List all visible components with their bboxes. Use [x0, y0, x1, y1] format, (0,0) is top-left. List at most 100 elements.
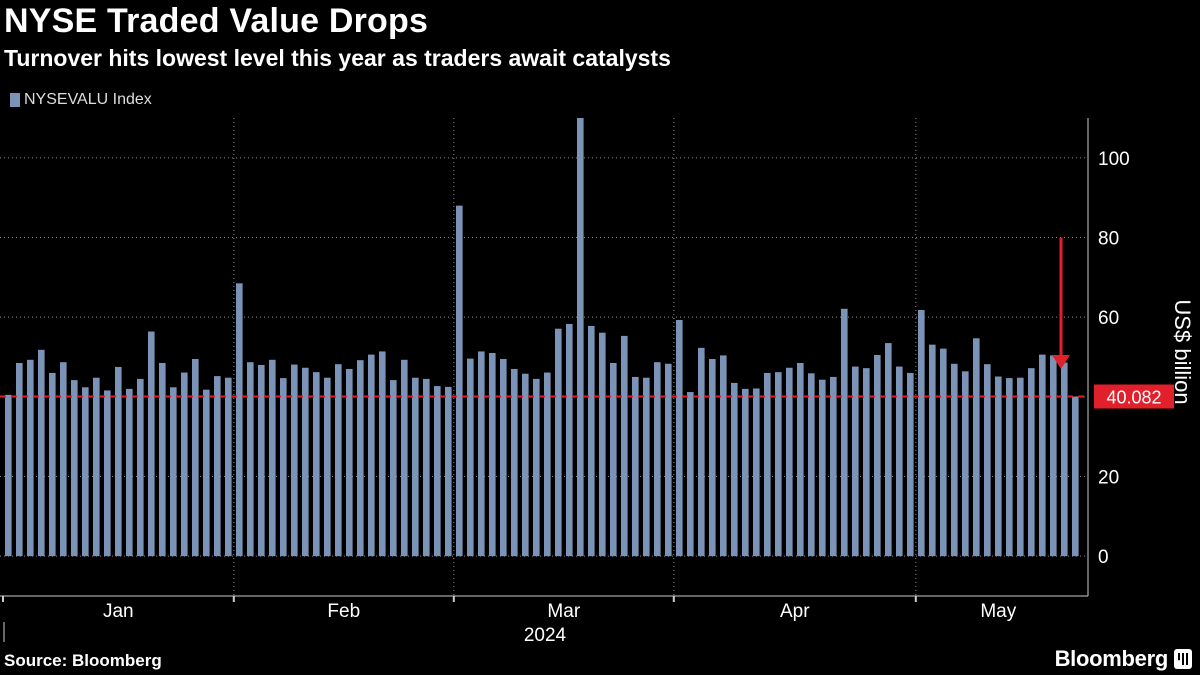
bar	[1028, 368, 1035, 557]
bar	[841, 308, 848, 557]
bar	[984, 364, 991, 557]
x-tick-label: May	[980, 601, 1016, 622]
bar	[401, 359, 408, 557]
bar	[1061, 362, 1068, 557]
bar	[291, 364, 298, 557]
bar	[324, 377, 331, 557]
y-tick-label: 20	[1098, 468, 1119, 489]
annotation-arrow-head	[1052, 354, 1070, 369]
x-tick-label: Mar	[547, 601, 580, 622]
bar	[335, 364, 342, 557]
bar	[247, 362, 254, 557]
bar	[588, 325, 595, 557]
bar	[379, 351, 386, 557]
bar	[192, 358, 199, 557]
bar	[995, 376, 1002, 557]
bar	[511, 368, 518, 557]
bar	[214, 376, 221, 557]
bar	[522, 373, 529, 557]
bar	[258, 364, 265, 557]
bar	[137, 378, 144, 557]
bar	[203, 389, 210, 557]
bar	[940, 348, 947, 557]
legend: NYSEVALU Index	[10, 91, 152, 109]
bar	[236, 283, 243, 557]
bar	[533, 378, 540, 557]
bar	[71, 380, 78, 557]
bar	[467, 358, 474, 557]
bar	[786, 367, 793, 557]
bar	[896, 366, 903, 557]
chart-subtitle: Turnover hits lowest level this year as …	[4, 45, 671, 71]
bar	[159, 362, 166, 557]
bar	[423, 378, 430, 557]
bar	[797, 362, 804, 557]
bar	[346, 368, 353, 557]
bar	[60, 362, 67, 557]
bar	[742, 388, 749, 557]
bar	[687, 392, 694, 557]
bar	[1006, 378, 1013, 557]
bar	[907, 372, 914, 557]
bar	[27, 359, 34, 557]
bar	[368, 354, 375, 557]
bar	[544, 372, 551, 557]
bar	[764, 372, 771, 557]
bar	[478, 351, 485, 557]
bar	[82, 387, 89, 557]
bar	[280, 378, 287, 557]
x-tick-label: Feb	[327, 601, 360, 622]
bar	[148, 331, 155, 557]
bar	[610, 362, 617, 557]
bar	[863, 368, 870, 557]
brand-logo: Bloomberg	[1054, 646, 1169, 671]
bar	[566, 323, 573, 557]
x-tick-label: Apr	[780, 601, 810, 622]
source-note: Source: Bloomberg	[4, 651, 162, 670]
y-tick-label: 60	[1098, 308, 1119, 329]
bar	[357, 360, 364, 557]
reference-label: 40.082	[1106, 388, 1161, 408]
bar	[434, 386, 441, 557]
bar	[830, 376, 837, 557]
bar	[115, 366, 122, 557]
x-tick-label: Jan	[103, 601, 134, 622]
bar	[38, 349, 45, 557]
chart-title: NYSE Traded Value Drops	[4, 2, 429, 40]
bar	[269, 359, 276, 557]
y-tick-label: 80	[1098, 229, 1119, 250]
bar	[929, 344, 936, 557]
bar	[731, 382, 738, 557]
bar	[313, 372, 320, 557]
bar	[1017, 377, 1024, 557]
legend-swatch	[10, 93, 20, 107]
bar	[951, 363, 958, 557]
bar	[390, 380, 397, 557]
bar	[126, 388, 133, 557]
bar	[16, 362, 23, 557]
bar	[104, 390, 111, 557]
bar	[665, 363, 672, 557]
x-axis-title: 2024	[524, 625, 567, 646]
bar	[874, 355, 881, 557]
bar	[808, 373, 815, 557]
bar	[456, 205, 463, 557]
bar	[412, 377, 419, 557]
bar	[698, 347, 705, 557]
bar	[1039, 354, 1046, 557]
bar	[775, 372, 782, 557]
bar	[302, 367, 309, 557]
bar	[918, 309, 925, 557]
bar	[5, 394, 12, 557]
y-tick-label: 0	[1098, 547, 1109, 568]
bar	[709, 358, 716, 557]
bar	[676, 319, 683, 557]
bar	[643, 377, 650, 557]
y-tick-label: 100	[1098, 149, 1130, 170]
bar	[753, 388, 760, 557]
reference-label-box	[1094, 384, 1174, 409]
bar	[654, 362, 661, 557]
bar	[819, 379, 826, 557]
bar	[555, 328, 562, 557]
